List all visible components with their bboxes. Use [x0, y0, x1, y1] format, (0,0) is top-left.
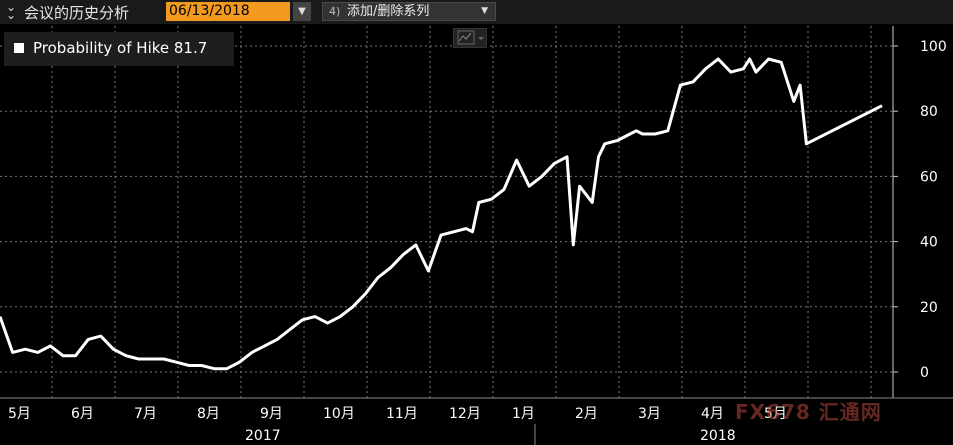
x-axis-labels: 5月 6月 7月 8月 9月 10月 11月 12月 1月 2月 3月 4月 5月 2017 2018 [0, 397, 953, 445]
chevron-down-icon: ▼ [481, 6, 488, 16]
x-year-label: 2018 [700, 428, 736, 444]
x-year-label: 2017 [245, 428, 281, 444]
watermark-logo: FX678 汇通网 [735, 400, 882, 424]
x-month-label: 6月 [71, 406, 94, 422]
series-button-label: 添加/删除系列 [347, 4, 430, 19]
y-tick-label: 60 [920, 169, 938, 185]
y-tick-label: 40 [920, 235, 938, 251]
date-input[interactable]: 06/13/2018 [166, 2, 290, 21]
x-month-label: 1月 [512, 406, 535, 422]
y-tick-label: 0 [920, 365, 929, 381]
y-tick-label: 20 [920, 300, 938, 316]
add-remove-series-button[interactable]: 4) 添加/删除系列 ▼ [322, 2, 496, 21]
line-chart-icon [457, 30, 484, 45]
date-dropdown-button[interactable]: ▼ [293, 2, 311, 21]
x-month-label: 8月 [197, 406, 220, 422]
collapse-chevron-icon[interactable]: ⌄ ⌄ [5, 0, 17, 22]
x-month-label: 4月 [701, 406, 724, 422]
x-month-label: 12月 [449, 406, 481, 422]
gridlines [0, 26, 894, 398]
y-tick-label: 100 [920, 39, 947, 55]
x-month-label: 2月 [575, 406, 598, 422]
legend-label: Probability of Hike 81.7 [33, 39, 208, 57]
legend: Probability of Hike 81.7 [4, 32, 234, 66]
x-month-label: 3月 [638, 406, 661, 422]
x-month-label: 11月 [386, 406, 418, 422]
x-month-label: 5月 [764, 406, 787, 422]
x-month-label: 10月 [323, 406, 355, 422]
analysis-title: 会议的历史分析 [24, 4, 130, 22]
y-axis-ticks: 0 20 40 60 80 100 [893, 39, 947, 381]
y-tick-label: 80 [920, 104, 938, 120]
series-hotkey-number: 4) [329, 5, 341, 18]
chart-type-icon[interactable] [453, 28, 487, 48]
legend-swatch [14, 43, 24, 53]
toolbar: ⌄ ⌄ 会议的历史分析 06/13/2018 ▼ 4) 添加/删除系列 ▼ [0, 0, 953, 24]
x-month-label: 9月 [260, 406, 283, 422]
series-line-probability-of-hike [0, 57, 883, 371]
x-month-label: 7月 [134, 406, 157, 422]
x-month-label: 5月 [8, 406, 31, 422]
